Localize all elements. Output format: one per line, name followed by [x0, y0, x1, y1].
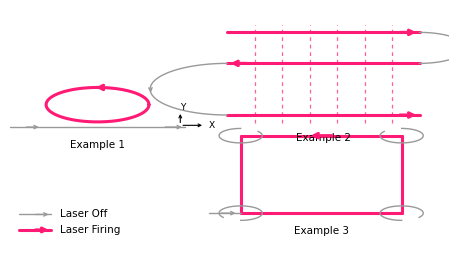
- Text: Example 2: Example 2: [296, 133, 351, 143]
- Text: Laser Off: Laser Off: [59, 209, 107, 220]
- Text: Example 1: Example 1: [70, 140, 125, 150]
- Text: Y: Y: [180, 103, 185, 112]
- Text: X: X: [208, 121, 215, 130]
- Text: Laser Firing: Laser Firing: [59, 225, 120, 235]
- Text: Example 3: Example 3: [294, 226, 349, 236]
